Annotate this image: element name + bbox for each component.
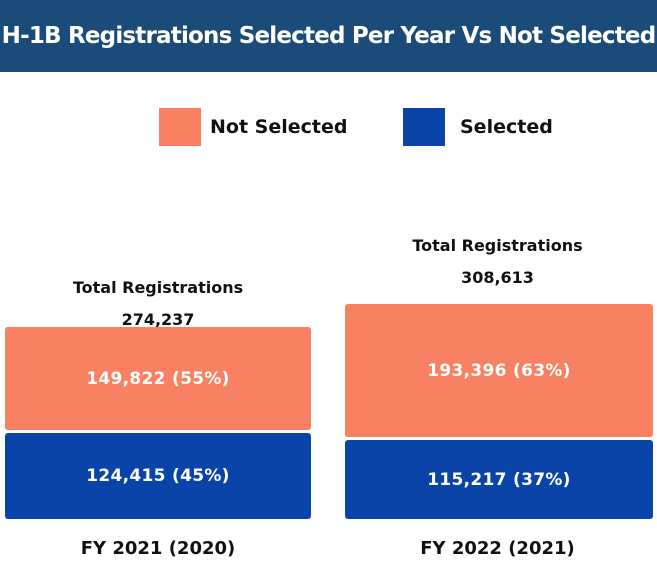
total-value-fy2022: 308,613 xyxy=(461,268,534,287)
legend-label-not-selected: Not Selected xyxy=(210,116,348,138)
category-label-fy2022: FY 2022 (2021) xyxy=(420,538,575,559)
data-label-selected-fy2021: 124,415 (45%) xyxy=(86,466,230,486)
total-value-fy2021: 274,237 xyxy=(121,310,195,329)
total-caption-fy2022: Total Registrations xyxy=(412,236,583,255)
data-label-not-selected-fy2021: 149,822 (55%) xyxy=(86,368,230,389)
legend-swatch-not-selected xyxy=(159,108,201,146)
legend-label-selected: Selected xyxy=(460,116,553,138)
category-label-fy2021: FY 2021 (2020) xyxy=(80,538,236,559)
data-label-not-selected-fy2022: 193,396 (63%) xyxy=(427,360,571,381)
legend-swatch-selected xyxy=(403,108,445,146)
chart-title-banner: H-1B Registrations Selected Per Year Vs … xyxy=(0,0,657,72)
bar-selected-fy2021: 124,415 (45%) xyxy=(5,433,311,519)
data-label-selected-fy2022: 115,217 (37%) xyxy=(427,469,571,490)
bar-not-selected-fy2022: 193,396 (63%) xyxy=(345,304,653,437)
bar-not-selected-fy2021: 149,822 (55%) xyxy=(5,327,311,430)
chart-title: H-1B Registrations Selected Per Year Vs … xyxy=(1,23,657,49)
bar-selected-fy2022: 115,217 (37%) xyxy=(345,440,653,519)
total-caption-fy2021: Total Registrations xyxy=(72,278,244,297)
